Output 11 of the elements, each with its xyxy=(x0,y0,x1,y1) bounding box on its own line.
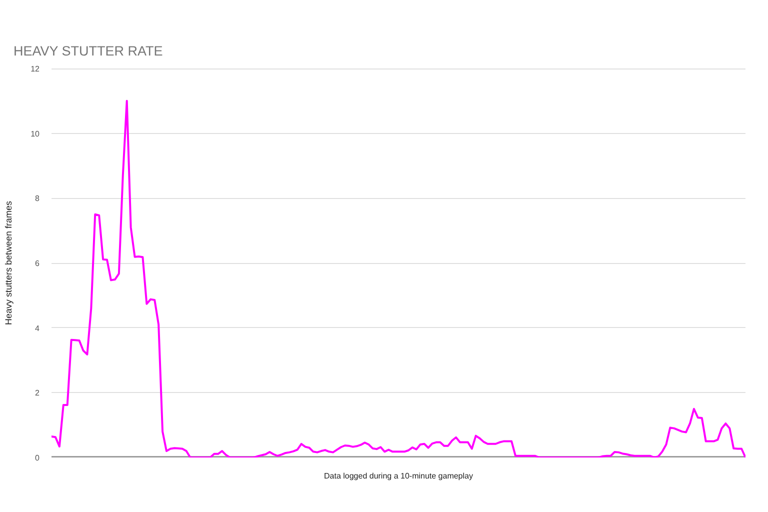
y-tick-label: 2 xyxy=(35,388,40,398)
y-tick-label: 0 xyxy=(35,454,40,462)
y-axis-title: Heavy stutters between frames xyxy=(4,200,14,326)
y-tick-label: 4 xyxy=(35,324,40,333)
chart-title: HEAVY STUTTER RATE xyxy=(14,44,163,58)
y-tick-label: 10 xyxy=(30,129,40,138)
x-axis-title: Data logged during a 10-minute gameplay xyxy=(324,472,473,480)
y-tick-label: 8 xyxy=(35,194,40,204)
y-tick-label: 6 xyxy=(35,259,40,268)
line-series xyxy=(52,100,746,458)
y-tick-label: 12 xyxy=(30,64,40,74)
